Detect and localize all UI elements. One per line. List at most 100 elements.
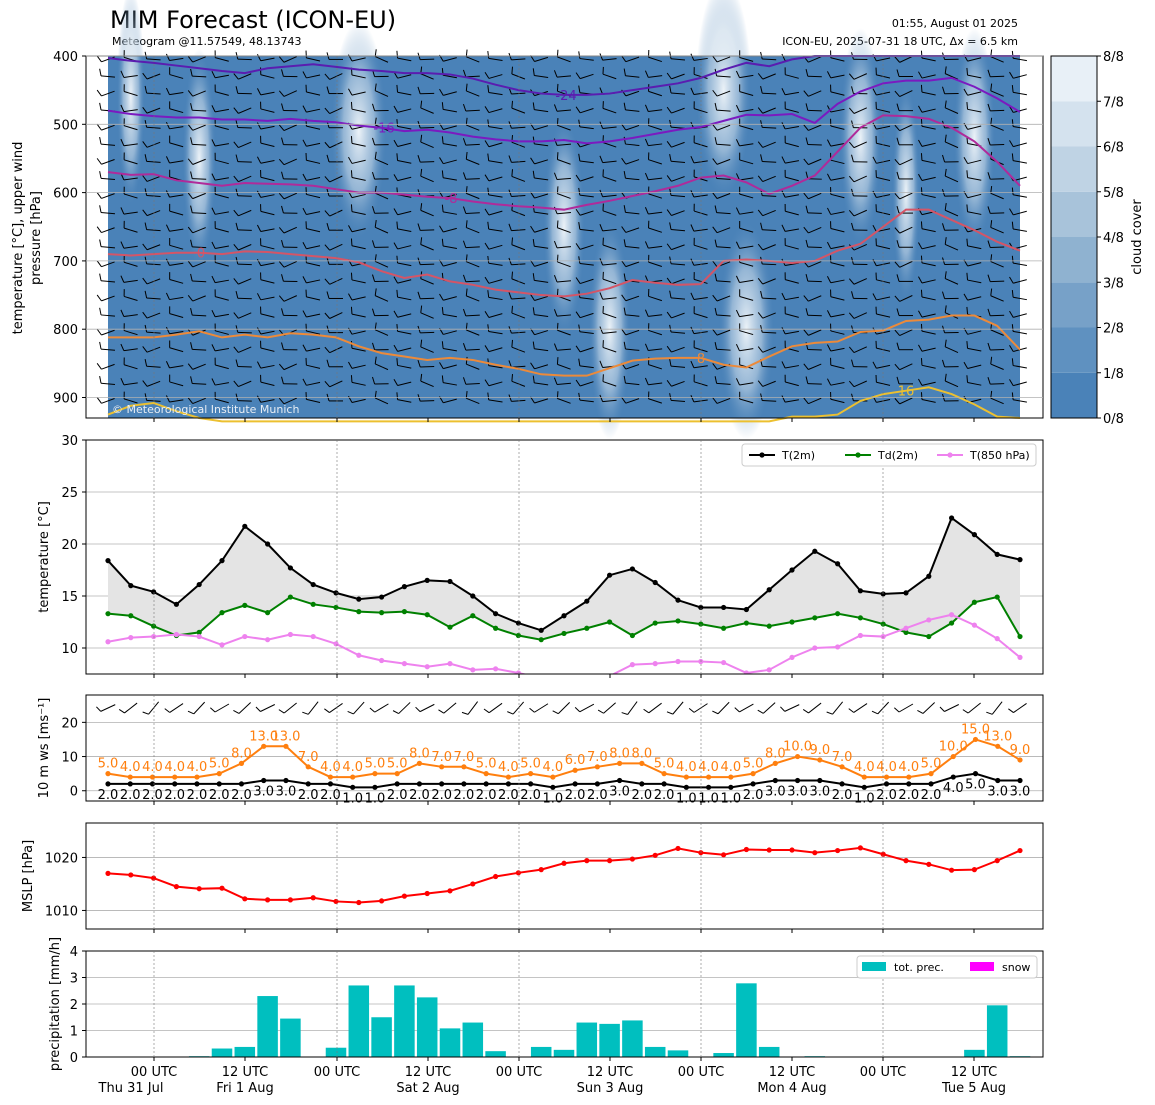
wind-barb — [875, 374, 891, 386]
barb-shaft — [146, 195, 161, 198]
wind-barb — [781, 327, 799, 335]
barb-shaft — [443, 211, 457, 215]
barb-shaft — [511, 73, 526, 80]
barb-flag — [714, 376, 718, 384]
data-label: 8.0 — [409, 746, 430, 761]
wind-barb — [511, 169, 526, 182]
wind-barb — [169, 67, 184, 79]
wind-barb — [165, 292, 184, 301]
y-axis-label: precipitation [mm/h] — [48, 937, 63, 1071]
barb-flag — [602, 203, 604, 211]
series-Td(2m) — [105, 594, 1023, 643]
wind-barb — [281, 376, 298, 385]
barb-flag — [987, 103, 991, 112]
barb-flag — [142, 107, 148, 114]
barb-shaft — [625, 314, 640, 317]
barb-shaft — [467, 701, 479, 715]
wind-barb — [511, 203, 526, 217]
data-point — [766, 623, 772, 629]
wind-barb — [374, 151, 389, 166]
barb-shaft — [534, 177, 549, 181]
wind-barb — [508, 257, 526, 266]
barb-flag — [441, 238, 444, 247]
legend-swatch — [970, 962, 994, 971]
barb-shaft — [192, 363, 206, 370]
data-point — [766, 847, 772, 853]
wind-barb — [210, 703, 230, 713]
barb-flag — [396, 84, 399, 93]
wind-barb — [392, 702, 411, 715]
data-point — [173, 601, 179, 607]
barb-flag — [396, 358, 399, 366]
barb-shaft — [853, 703, 868, 713]
barb-flag — [169, 135, 171, 143]
barb-shaft — [556, 382, 572, 385]
wind-barb — [669, 358, 686, 368]
barb-shaft — [716, 177, 731, 180]
data-point — [127, 781, 133, 787]
barb-shaft — [990, 295, 1004, 302]
data-point — [683, 774, 689, 780]
wind-barb — [757, 141, 776, 148]
data-label: 7.0 — [431, 750, 452, 765]
wind-barb — [918, 71, 936, 79]
barb-flag — [396, 323, 399, 332]
barb-flag — [578, 51, 581, 59]
barb-flag — [144, 256, 148, 264]
data-point — [995, 777, 1001, 784]
wind-barb — [302, 310, 321, 318]
barb-shaft — [123, 364, 138, 370]
data-point — [219, 885, 225, 891]
wind-barb — [894, 260, 913, 268]
barb-flag — [966, 341, 969, 349]
barb-shaft — [1013, 57, 1027, 62]
barb-flag — [784, 238, 786, 246]
barb-flag — [894, 158, 901, 166]
wind-barb — [648, 152, 663, 165]
barb-shaft — [511, 399, 526, 402]
wind-barb — [848, 346, 867, 354]
barb-shaft — [215, 108, 229, 113]
barb-flag — [214, 221, 216, 229]
barb-flag — [939, 706, 945, 712]
barb-flag — [757, 709, 764, 714]
wind-barb — [441, 341, 457, 352]
wind-barb — [781, 292, 799, 301]
wind-barb — [190, 68, 207, 78]
barb-flag — [942, 223, 946, 231]
wind-barb — [690, 360, 708, 369]
barb-shaft — [944, 704, 960, 712]
barb-shaft — [625, 56, 640, 63]
colorbar-label: cloud cover — [1130, 199, 1145, 275]
wind-barb — [644, 241, 663, 249]
barb-flag — [894, 707, 900, 713]
wind-barb — [281, 308, 298, 317]
wind-barb — [260, 67, 275, 79]
barb-flag — [465, 322, 468, 331]
wind-barb — [712, 226, 731, 234]
barb-flag — [1009, 379, 1014, 386]
data-point — [401, 661, 407, 667]
barb-flag — [944, 202, 947, 211]
barb-shaft — [990, 192, 1004, 200]
wind-barb — [760, 222, 777, 232]
barb-flag — [256, 190, 262, 198]
barb-shaft — [739, 348, 754, 352]
wind-barb — [575, 106, 594, 114]
data-point — [1017, 777, 1023, 784]
barb-shaft — [329, 703, 343, 713]
barb-shaft — [739, 382, 754, 386]
barb-shaft — [306, 279, 321, 284]
barb-shaft — [853, 278, 867, 285]
barb-flag — [578, 256, 581, 264]
barb-shaft — [579, 126, 594, 130]
barb-shaft — [625, 143, 640, 147]
wind-barb — [918, 378, 936, 386]
data-label: 3.0 — [1010, 784, 1031, 799]
wind-barb — [508, 326, 526, 334]
barb-shaft — [534, 75, 549, 78]
barb-shaft — [215, 211, 229, 215]
data-point — [721, 625, 727, 631]
wind-barb — [462, 103, 480, 112]
wind-barb — [374, 49, 389, 63]
